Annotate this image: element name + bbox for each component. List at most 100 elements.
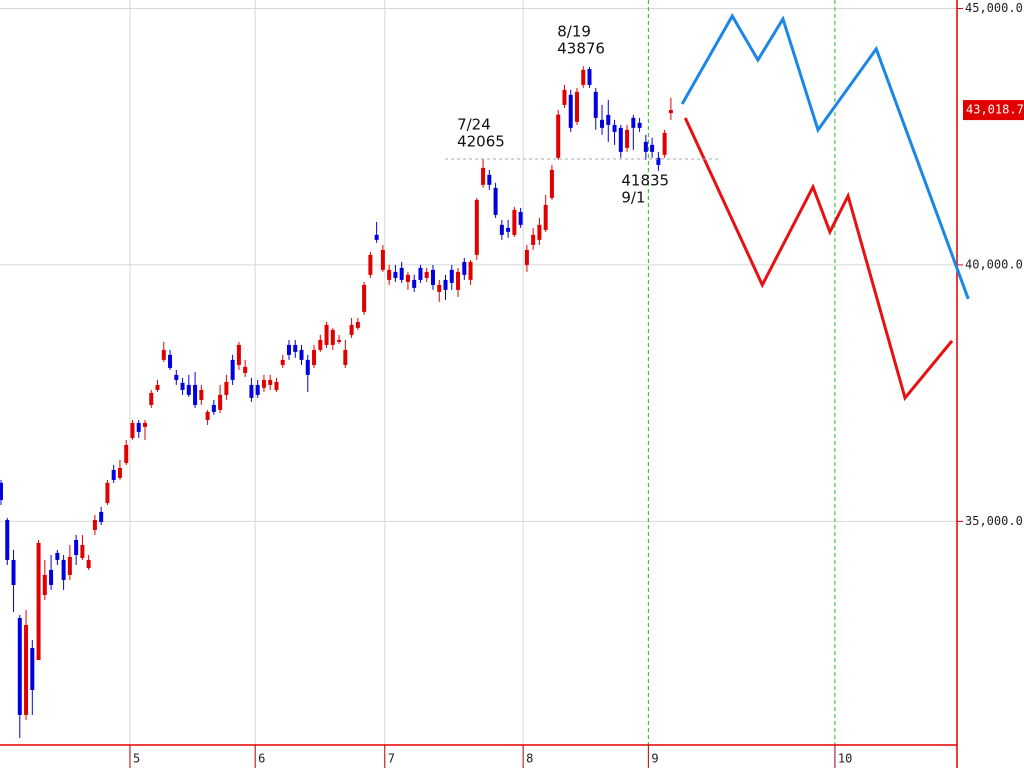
candle-body [606,114,611,125]
candle-body [243,366,248,373]
candle-body [618,127,623,152]
candle-body [556,114,561,158]
x-tick-label: 7 [388,752,395,766]
candle-body [261,379,266,388]
candle-body [549,169,554,198]
candle-body [168,354,173,368]
candle-body [186,384,191,395]
candle-body [286,344,291,355]
candle-body [349,324,354,335]
candle-body [456,271,461,290]
candle-body [142,422,147,427]
candle-body [531,234,536,245]
annotation-date: 9/1 [621,188,645,206]
candle-body [274,381,279,390]
candle-body [368,254,373,275]
candle-body [24,624,29,715]
y-tick-label: 45,000.0 [965,1,1023,15]
candle-body [105,482,110,503]
candle-body [42,574,47,595]
candle-body [481,167,486,185]
candle-body [74,539,79,555]
candle-body [111,469,116,480]
candle-body [293,344,298,352]
candle-body [393,271,398,278]
candle-body [130,422,135,438]
x-tick-label: 6 [258,752,265,766]
candle-body [430,269,435,285]
annotation-value: 42065 [457,133,505,151]
candle-body [405,274,410,282]
candle-body [518,211,523,225]
candle-body [612,124,617,132]
candle-body [374,234,379,240]
candle-body [67,556,72,575]
candle-body [117,467,122,478]
candle-body [36,542,41,660]
candle-body [474,199,479,255]
candle-body [493,187,498,215]
candle-body [218,394,223,410]
candle-body [437,284,442,292]
candle-body [412,279,417,288]
candle-body [174,374,179,380]
candle-body [236,344,241,365]
candle-body [92,519,97,530]
candle-body [180,382,185,390]
candle-body [80,544,85,558]
candle-body [581,69,586,85]
candle-body [574,91,579,122]
annotation-value: 41835 [621,171,669,189]
candle-body [537,224,542,240]
x-tick-label: 10 [838,752,852,766]
candle-body [343,349,348,365]
candle-body [199,389,204,400]
candle-body [318,339,323,350]
candle-body [468,261,473,280]
last-price-tag [963,100,1024,121]
candle-body [662,132,667,155]
candle-body [418,267,423,280]
candle-body [30,647,35,690]
x-tick-label: 8 [526,752,533,766]
candle-body [55,552,60,560]
candle-body [330,329,335,345]
candle-body [631,117,636,128]
candle-body [305,359,310,375]
candle-body [299,349,304,360]
candle-body [249,384,254,398]
candle-body [136,422,141,432]
candle-body [499,224,504,235]
x-tick-label: 9 [651,752,658,766]
projection-line [680,12,970,300]
candle-body [587,68,592,85]
candle-body [211,404,216,412]
candle-body [593,91,598,118]
candle-body [487,174,492,185]
candle-body [424,271,429,278]
candle-body [568,94,573,128]
candle-body [124,444,129,463]
projection-line [683,117,954,402]
candle-body [449,269,454,283]
candle-body [312,349,317,365]
candle-body [255,384,260,395]
candle-body [17,617,22,715]
candle-body [443,279,448,290]
candle-body [324,324,329,345]
candle-body [462,261,467,275]
candle-body [5,519,10,560]
candle-body [600,119,605,128]
candle-body [155,384,160,390]
candle-body [650,144,655,152]
annotation-date: 7/24 [457,116,491,134]
candle-body [387,269,392,280]
candle-body [543,204,548,230]
candle-body [668,110,673,114]
candle-body [149,392,154,405]
candle-body [337,339,342,342]
candle-body [506,227,511,232]
candle-body [0,482,4,500]
y-tick-label: 40,000.0 [965,257,1023,271]
